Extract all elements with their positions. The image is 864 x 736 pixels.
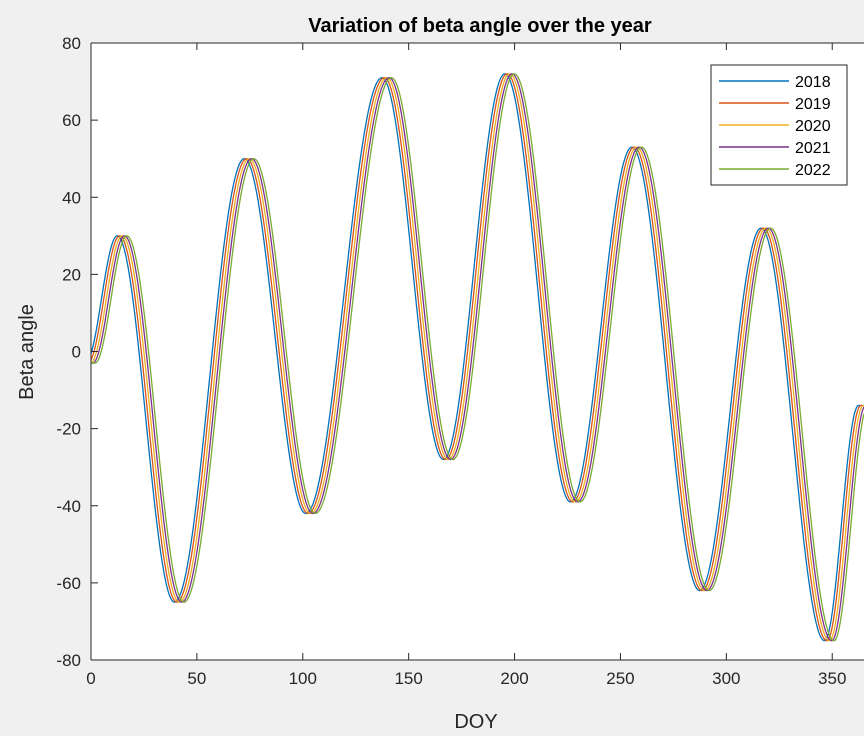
ticks-layer: 0 50 100 150 200 250 300 350 -80 -60 -40 -20 0 20 40 60… (56, 34, 846, 688)
y-tick-label--60: -60 (56, 574, 81, 593)
series-line-2018 (90, 73, 864, 642)
x-axis-label: DOY (454, 711, 497, 733)
x-tick-label-150: 150 (394, 669, 422, 688)
y-tick-label-20: 20 (62, 265, 81, 284)
series-line-2022 (91, 73, 864, 642)
legend-label-2018: 2018 (795, 74, 831, 91)
x-tick-label-300: 300 (712, 669, 740, 688)
series-line-2021 (91, 73, 864, 642)
chart-title: Variation of beta angle over the year (308, 15, 652, 37)
x-tick-label-350: 350 (818, 669, 846, 688)
legend-label-2022: 2022 (795, 162, 831, 179)
series-line-2019 (90, 73, 864, 642)
y-tick-label-60: 60 (62, 111, 81, 130)
y-tick-label-0: 0 (72, 343, 81, 362)
x-tick-label-100: 100 (289, 669, 317, 688)
y-tick-label--40: -40 (56, 497, 81, 516)
x-tick-label-200: 200 (500, 669, 528, 688)
series-line-2020 (90, 73, 864, 642)
legend-label-2019: 2019 (795, 96, 831, 113)
y-tick-label-40: 40 (62, 188, 81, 207)
x-tick-label-0: 0 (86, 669, 95, 688)
y-tick-label-80: 80 (62, 34, 81, 53)
y-tick-label--80: -80 (56, 651, 81, 670)
legend-label-2021: 2021 (795, 140, 831, 157)
x-tick-label-250: 250 (606, 669, 634, 688)
y-tick-label--20: -20 (56, 420, 81, 439)
legend: 2018 2019 2020 2021 2022 (710, 64, 848, 186)
legend-label-2020: 2020 (795, 118, 831, 135)
series-layer (90, 73, 864, 642)
x-tick-label-50: 50 (187, 669, 206, 688)
y-axis-label: Beta angle (16, 304, 38, 400)
